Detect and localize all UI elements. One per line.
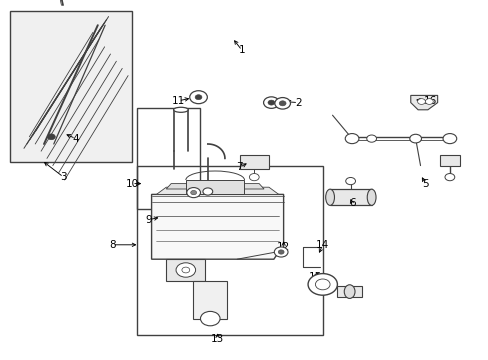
Text: 5: 5 xyxy=(421,179,428,189)
Text: 2: 2 xyxy=(294,98,301,108)
Circle shape xyxy=(47,134,55,140)
Circle shape xyxy=(345,134,358,144)
Polygon shape xyxy=(151,194,283,259)
Circle shape xyxy=(267,100,274,105)
Circle shape xyxy=(249,174,259,181)
Polygon shape xyxy=(439,155,459,166)
Circle shape xyxy=(274,247,287,257)
Circle shape xyxy=(366,135,376,142)
Text: 16: 16 xyxy=(423,96,436,106)
Text: 9: 9 xyxy=(145,215,152,225)
Text: 12: 12 xyxy=(276,242,290,252)
Text: 4: 4 xyxy=(72,134,79,144)
Text: 15: 15 xyxy=(308,272,322,282)
Bar xyxy=(137,108,200,209)
Text: 8: 8 xyxy=(109,240,116,250)
Circle shape xyxy=(409,134,421,143)
Circle shape xyxy=(278,250,284,254)
Polygon shape xyxy=(239,155,268,169)
Bar xyxy=(137,166,322,335)
Text: 13: 13 xyxy=(210,334,224,344)
Circle shape xyxy=(279,101,285,106)
Circle shape xyxy=(425,99,432,104)
Circle shape xyxy=(176,263,195,277)
Ellipse shape xyxy=(325,189,334,205)
Text: 11: 11 xyxy=(171,96,185,106)
Circle shape xyxy=(203,188,212,195)
Circle shape xyxy=(307,274,337,295)
Text: 14: 14 xyxy=(315,240,329,250)
Bar xyxy=(10,11,132,162)
Circle shape xyxy=(315,279,329,290)
Ellipse shape xyxy=(366,189,375,205)
Ellipse shape xyxy=(344,285,354,298)
Ellipse shape xyxy=(173,107,188,112)
Circle shape xyxy=(263,97,279,108)
Circle shape xyxy=(189,91,207,104)
Polygon shape xyxy=(329,189,371,205)
Circle shape xyxy=(417,99,425,104)
Circle shape xyxy=(200,311,220,326)
Circle shape xyxy=(345,177,355,185)
Polygon shape xyxy=(337,286,361,297)
Circle shape xyxy=(274,98,290,109)
Polygon shape xyxy=(193,281,227,319)
Polygon shape xyxy=(185,180,244,194)
Text: 3: 3 xyxy=(60,172,67,182)
Circle shape xyxy=(442,134,456,144)
Polygon shape xyxy=(166,184,264,189)
Circle shape xyxy=(195,95,202,100)
Circle shape xyxy=(186,188,200,198)
Polygon shape xyxy=(410,95,437,110)
Circle shape xyxy=(444,174,454,181)
Circle shape xyxy=(182,267,189,273)
Text: 1: 1 xyxy=(238,45,245,55)
Polygon shape xyxy=(166,259,205,281)
Text: 7: 7 xyxy=(236,162,243,172)
Polygon shape xyxy=(156,187,278,194)
Circle shape xyxy=(190,190,196,195)
Text: 6: 6 xyxy=(348,198,355,208)
Text: 10: 10 xyxy=(125,179,138,189)
